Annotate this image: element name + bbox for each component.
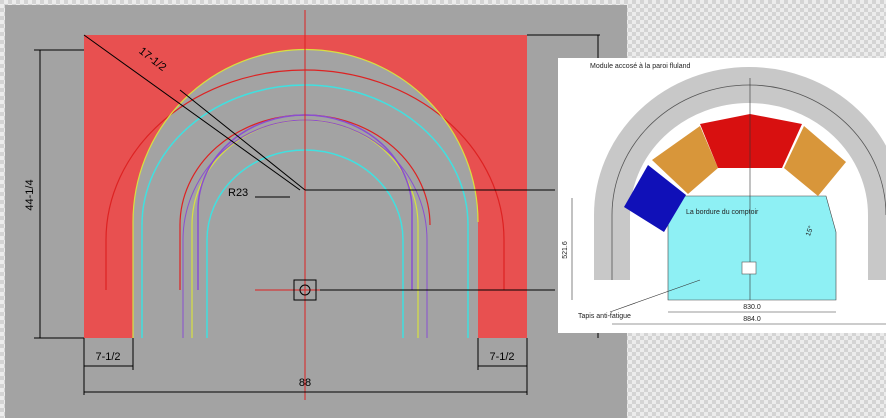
module-orange [784, 126, 846, 196]
leader [609, 279, 701, 313]
dimension-line [83, 34, 301, 191]
module-orange [652, 126, 718, 194]
module-outline [611, 84, 886, 280]
note: Module accosé à la paroi fluland [590, 63, 691, 70]
dimension-label: 884.0 [743, 316, 761, 323]
right-drawing: Module accosé à la paroi fluland La bord… [558, 58, 886, 333]
module-blue [624, 165, 686, 232]
dimension-line [179, 89, 306, 191]
dimension-label: R23 [228, 187, 248, 199]
arc [132, 48, 479, 338]
dimension-label: 7-1/2 [95, 351, 120, 363]
left-drawing: 17-1/2 R23 44-1/4 7-1/2 7-1/2 88 [5, 5, 627, 418]
marker [741, 261, 757, 275]
counter [667, 195, 837, 301]
module-red [700, 114, 802, 168]
dimension-label: 44-1/4 [24, 179, 36, 210]
marker [293, 279, 317, 301]
note: Tapis anti-fatigue [578, 313, 631, 320]
note: La bordure du comptoir [686, 209, 759, 216]
marker [299, 284, 311, 296]
dimension-label: 521.6 [562, 241, 569, 259]
dimension-label: 88 [299, 377, 311, 389]
dimension-label: 7-1/2 [489, 351, 514, 363]
dimension-label: 15° [804, 224, 815, 237]
dimension-label: 830.0 [743, 304, 761, 311]
